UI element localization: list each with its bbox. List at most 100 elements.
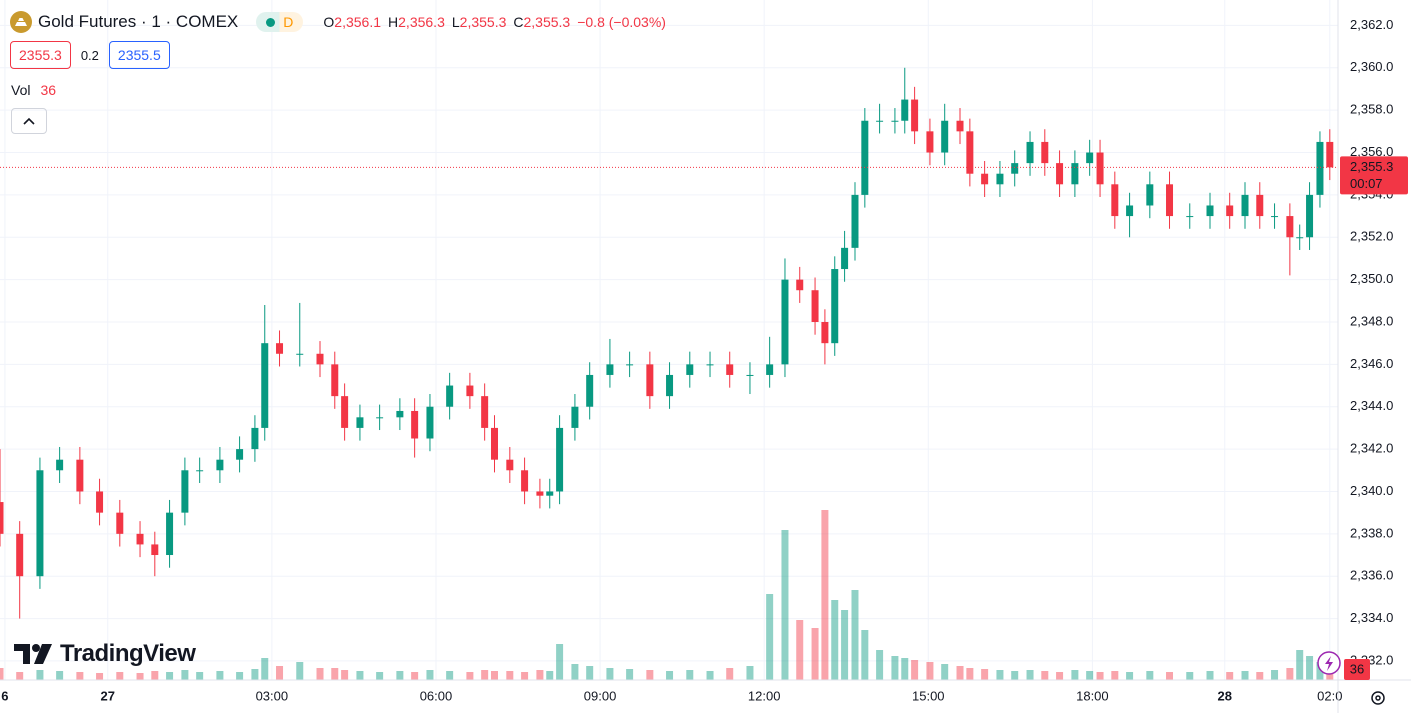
- countdown-label: 00:07: [1350, 176, 1383, 191]
- volume-bar: [1086, 671, 1094, 680]
- symbol-logo: [10, 11, 32, 33]
- candle-body: [1071, 163, 1079, 185]
- volume-bar: [796, 620, 804, 680]
- candle-body: [466, 385, 474, 397]
- volume-bar: [546, 671, 554, 680]
- volume-bar: [316, 668, 324, 680]
- candle-body: [1186, 216, 1194, 218]
- candle-body: [1126, 205, 1134, 217]
- volume-bar: [1146, 671, 1154, 680]
- y-tick-label: 2,342.0: [1350, 441, 1393, 456]
- y-tick-label: 2,360.0: [1350, 59, 1393, 74]
- candle-body: [586, 374, 594, 407]
- volume-bar: [1056, 672, 1064, 680]
- candle-body: [1316, 141, 1324, 195]
- change-value: −0.8 (−0.03%): [577, 14, 666, 30]
- volume-bar: [926, 662, 934, 680]
- volume-bar: [521, 672, 529, 680]
- close-label: C: [513, 14, 524, 30]
- badge-text: D: [283, 14, 294, 30]
- y-tick-label: 2,340.0: [1350, 483, 1393, 498]
- volume-bar: [726, 668, 734, 680]
- candle-body: [966, 131, 974, 174]
- volume-bar: [341, 670, 349, 680]
- x-tick-label: 02:0: [1317, 688, 1342, 703]
- status-badge[interactable]: D: [256, 12, 304, 32]
- candle-body: [706, 364, 714, 366]
- volume-bar: [116, 672, 124, 680]
- volume-bar: [686, 670, 694, 680]
- volume-bar: [376, 672, 384, 680]
- volume-bar: [626, 669, 634, 680]
- y-tick-label: 2,356.0: [1350, 144, 1393, 159]
- x-tick-label: 03:00: [256, 688, 289, 703]
- sell-button[interactable]: 2355.3: [10, 41, 71, 69]
- x-tick-label: 15:00: [912, 688, 945, 703]
- y-tick-label: 2,352.0: [1350, 229, 1393, 244]
- x-tick-label: 28: [1218, 688, 1232, 703]
- y-tick-label: 2,348.0: [1350, 313, 1393, 328]
- volume-bar: [1026, 670, 1034, 680]
- collapse-button[interactable]: [11, 108, 47, 134]
- volume-bar: [76, 672, 84, 680]
- candle-body: [446, 385, 454, 407]
- volume-bar: [446, 671, 454, 680]
- symbol-title[interactable]: Gold Futures · 1 · COMEX: [38, 12, 239, 31]
- volume-bar: [811, 628, 819, 680]
- volume-bar: [821, 510, 829, 680]
- candle-body: [821, 321, 829, 344]
- volume-bar: [1241, 671, 1249, 680]
- candle-body: [1226, 205, 1234, 217]
- volume-bar: [1011, 671, 1019, 680]
- volume-bar: [766, 594, 774, 680]
- candle-body: [571, 406, 579, 428]
- volume-legend: Vol 36: [11, 82, 56, 98]
- brand-icon: [14, 644, 52, 664]
- candle-body: [911, 99, 919, 132]
- volume-bar: [1306, 656, 1314, 680]
- candle-body: [261, 343, 269, 428]
- close-value: 2,355.3: [523, 14, 571, 30]
- volume-bar: [891, 656, 899, 680]
- y-tick-label: 2,334.0: [1350, 610, 1393, 625]
- volume-bar: [396, 671, 404, 680]
- candle-body: [341, 396, 349, 428]
- volume-bar: [506, 671, 514, 680]
- volume-bar: [556, 644, 564, 680]
- candle-body: [891, 120, 899, 122]
- volume-bar: [536, 670, 544, 680]
- candle-body: [1011, 163, 1019, 174]
- volume-bar: [746, 666, 754, 680]
- candle-body: [1306, 194, 1314, 238]
- volume-bar: [96, 673, 104, 680]
- y-tick-label: 2,336.0: [1350, 568, 1393, 583]
- trade-row: 2355.3 0.2 2355.5: [10, 41, 170, 69]
- spread: 0.2: [80, 47, 99, 63]
- brand-name: TradingView: [60, 640, 196, 667]
- volume-bar: [956, 666, 964, 680]
- candle-body: [901, 99, 909, 121]
- buy-button[interactable]: 2355.5: [108, 41, 170, 69]
- low-label: L: [451, 14, 460, 30]
- volume-bar: [1256, 672, 1264, 680]
- volume-bar: [941, 664, 949, 680]
- candle-body: [1296, 237, 1304, 239]
- volume-bar: [276, 666, 284, 680]
- candle-body: [426, 406, 434, 439]
- candle-body: [36, 470, 44, 577]
- candle-body: [831, 269, 839, 344]
- candle-body: [841, 247, 849, 270]
- candle-body: [116, 512, 124, 534]
- x-tick-label: 27: [101, 688, 115, 703]
- volume-bar: [356, 671, 364, 680]
- settings-icon[interactable]: [1371, 691, 1385, 705]
- volume-bar: [196, 672, 204, 680]
- settings-icon-center: [1375, 695, 1381, 701]
- candle-body: [491, 427, 499, 460]
- candle-body: [1256, 194, 1264, 217]
- open-label: O: [323, 14, 335, 30]
- candle-body: [376, 417, 384, 419]
- y-tick-label: 2,358.0: [1350, 102, 1393, 117]
